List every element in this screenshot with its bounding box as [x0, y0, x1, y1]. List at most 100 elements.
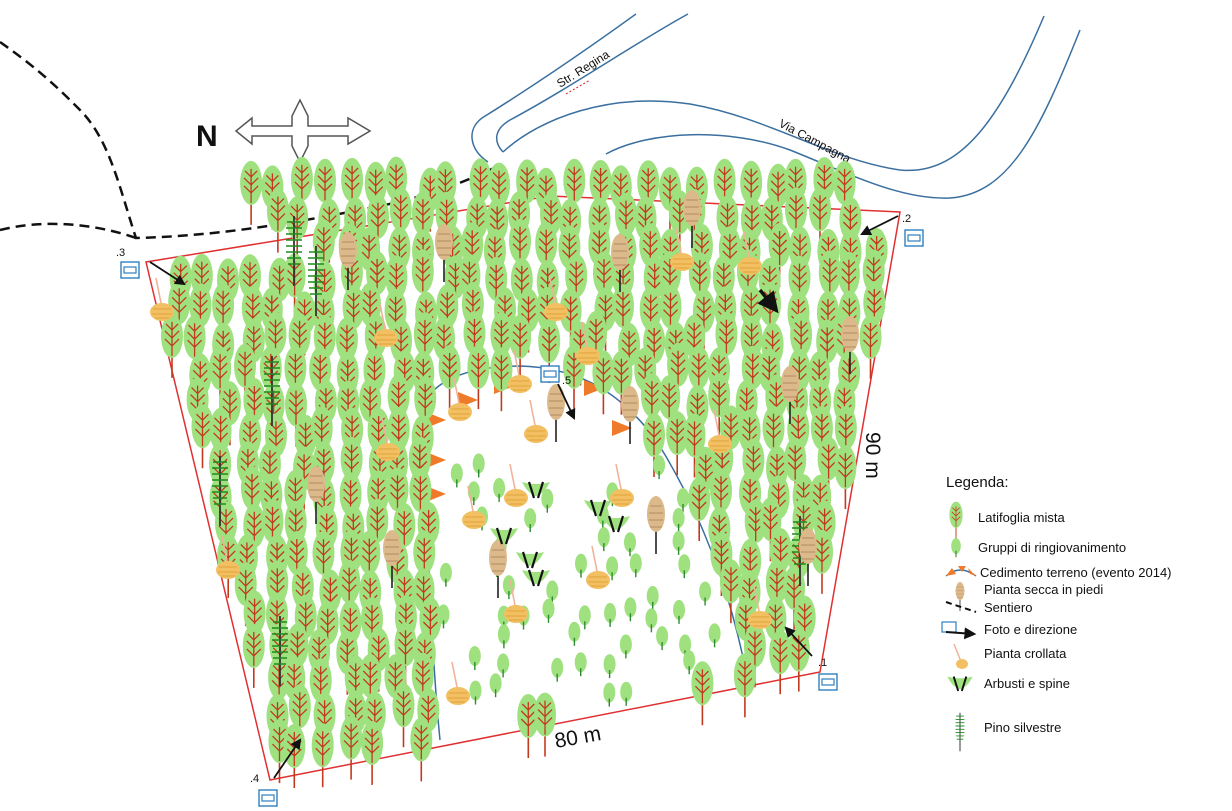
- regeneration-tree: [439, 562, 453, 588]
- regeneration-tree: [603, 602, 617, 628]
- legend-item-trail: Sentiero: [945, 600, 1032, 615]
- broadleaf-tree: [437, 344, 462, 410]
- road-edge-outer: [471, 13, 637, 163]
- legend-item-landslide: Cedimento terreno (evento 2014): [945, 565, 1172, 580]
- shrub-icon: [946, 675, 974, 692]
- legend-label-shrub: Arbusti e spine: [984, 676, 1070, 691]
- road-label-str-regina: Str. Regina: [554, 47, 612, 91]
- compass-cross-icon: [234, 98, 372, 164]
- regeneration-tree: [698, 580, 712, 607]
- camera-arrow-icon: [941, 621, 977, 640]
- broadleaf-tree: [360, 720, 384, 786]
- regeneration-tree: [597, 526, 611, 552]
- photo-point-1[interactable]: .1: [784, 626, 838, 691]
- regeneration-tree: [550, 657, 564, 683]
- trail-west-branch: [0, 222, 137, 240]
- photo-point-2[interactable]: .2: [860, 213, 924, 247]
- roads: [471, 13, 1081, 199]
- trail-icon: [945, 601, 977, 613]
- broadleaf-trees: [160, 155, 889, 789]
- broadleaf-tree: [733, 652, 757, 719]
- broadleaf-tree: [282, 723, 307, 789]
- regeneration-tree: [602, 681, 616, 708]
- regeneration-tree: [619, 633, 633, 660]
- regeneration-tree: [492, 477, 506, 503]
- legend-label-broadleaf: Latifoglia mista: [978, 510, 1065, 525]
- regeneration-tree: [496, 652, 510, 679]
- broadleaf-tree: [786, 626, 811, 693]
- broadleaf-tree: [533, 691, 557, 758]
- photo-point-5[interactable]: .5: [540, 365, 576, 420]
- road-edge-inner: [495, 13, 689, 153]
- standing-dead-tree: [646, 495, 666, 555]
- broadleaf-tree: [489, 346, 514, 413]
- road-edge-campagna-1: [502, 15, 1045, 172]
- regeneration-tree: [574, 552, 588, 579]
- photo-point-4-number: .4: [250, 773, 259, 785]
- standing-dead-tree: [620, 385, 640, 445]
- dimension-right: 90 m: [861, 432, 884, 479]
- legend-label-photo: Foto e direzione: [984, 622, 1077, 637]
- regeneration-tree: [677, 553, 691, 579]
- road-edge-campagna-2: [605, 29, 1081, 199]
- legend-item-regeneration: Gruppi di ringiovanimento: [950, 537, 1126, 558]
- regeneration-tree: [655, 625, 669, 651]
- broadleaf-tree: [339, 714, 363, 781]
- broadleaf-tree: [858, 314, 883, 380]
- regeneration-tree: [671, 507, 686, 533]
- photo-point-1-number: .1: [818, 657, 827, 669]
- legend-title: Legenda:: [946, 474, 1009, 491]
- pine-icon: [955, 712, 965, 752]
- regeneration-tree: [602, 653, 617, 679]
- regeneration-tree: [541, 598, 556, 624]
- regeneration-groups: [436, 452, 722, 708]
- fallen-tree: [445, 661, 471, 706]
- regeneration-tree: [672, 599, 686, 625]
- legend-label-landslide: Cedimento terreno (evento 2014): [980, 565, 1172, 580]
- legend-item-photo: Foto e direzione: [941, 621, 1077, 640]
- broadleaf-tree: [508, 313, 532, 380]
- regeneration-tree: [497, 623, 511, 649]
- regeneration-tree: [671, 530, 686, 556]
- regeneration-tree: [468, 645, 482, 671]
- broadleaf-tree: [833, 444, 858, 510]
- regeneration-tree: [523, 507, 537, 533]
- regeneration-tree: [540, 488, 554, 514]
- photo-point-5-number: .5: [562, 375, 571, 387]
- broadleaf-tree: [768, 629, 793, 696]
- photo-point-3-number: .3: [116, 247, 125, 259]
- regeneration-tree: [472, 452, 486, 479]
- regeneration-tree: [623, 531, 637, 557]
- young-tree-icon: [950, 537, 962, 558]
- broadleaf-tree: [266, 187, 290, 254]
- photo-point-4[interactable]: .4: [250, 738, 302, 807]
- broadleaf-tree-icon: [948, 501, 964, 541]
- legend-item-fallen: Pianta crollata: [953, 643, 1067, 669]
- regeneration-tree: [578, 604, 592, 630]
- regeneration-tree: [652, 454, 666, 480]
- broadleaf-tree: [409, 716, 434, 783]
- legend-label-regeneration: Gruppi di ringiovanimento: [978, 540, 1126, 555]
- legend-item-shrub: Arbusti e spine: [946, 675, 1070, 692]
- regeneration-tree: [629, 552, 643, 578]
- regeneration-tree: [567, 621, 582, 647]
- north-letter: N: [196, 120, 218, 153]
- photo-point-2-number: .2: [902, 213, 911, 225]
- dimension-bottom: 80 m: [553, 722, 603, 753]
- fallen-tree-icon: [953, 643, 968, 669]
- regeneration-tree: [574, 651, 588, 677]
- legend-label-fallen: Pianta crollata: [984, 646, 1067, 661]
- legend: Legenda: Latifoglia mista Gruppi di ring…: [941, 474, 1172, 752]
- legend-label-dead: Pianta secca in piedi: [984, 582, 1103, 597]
- regeneration-tree: [468, 679, 483, 706]
- photo-point-3[interactable]: .3: [116, 247, 186, 286]
- spellcheck-underline: [565, 79, 591, 95]
- legend-item-pine: Pino silvestre: [955, 712, 1061, 752]
- shrub: [520, 568, 552, 588]
- regeneration-tree: [450, 462, 464, 489]
- regeneration-tree: [644, 607, 659, 633]
- broadleaf-tree: [690, 660, 715, 727]
- regeneration-tree: [707, 622, 722, 648]
- legend-item-dead: Pianta secca in piedi: [955, 581, 1103, 612]
